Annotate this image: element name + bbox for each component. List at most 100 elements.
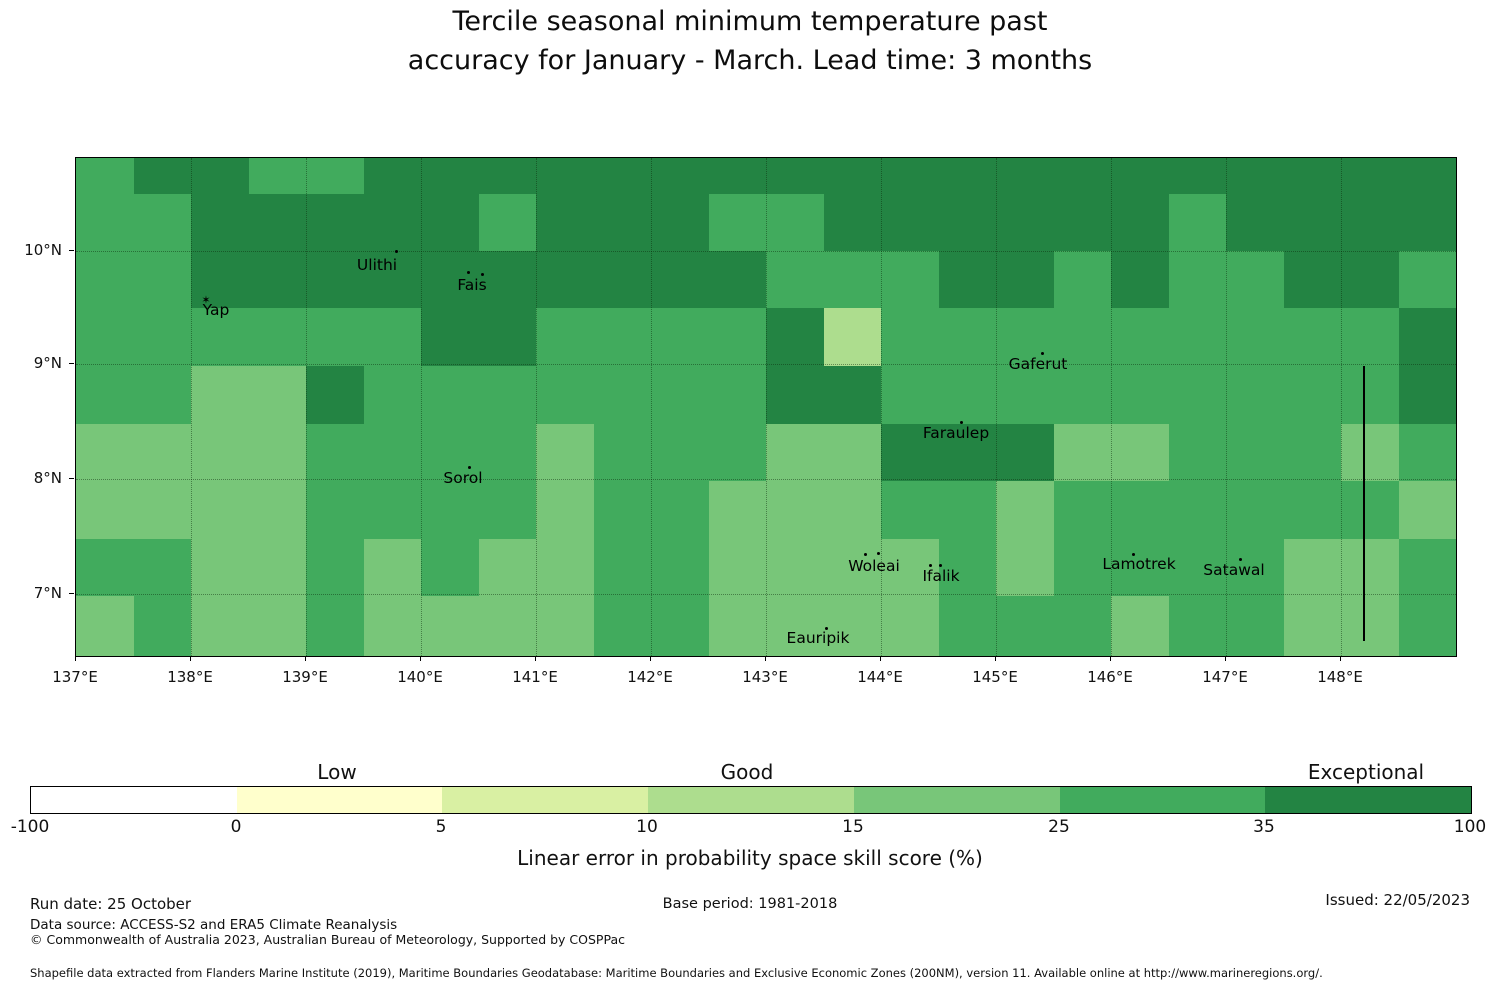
- grid-cell: [1398, 424, 1456, 481]
- grid-cell: [996, 366, 1054, 424]
- colorbar-segment: [853, 787, 1060, 813]
- fais-island-marker-icon: [467, 271, 470, 274]
- grid-cell: [1053, 366, 1111, 424]
- grid-cell: [1053, 308, 1111, 366]
- grid-cell: [996, 424, 1054, 481]
- grid-cell: [1398, 158, 1456, 194]
- parallel-gridline: [76, 251, 1456, 252]
- grid-cell: [191, 366, 249, 424]
- grid-cell: [248, 596, 306, 656]
- x-tick-label: 145°E: [972, 668, 1018, 686]
- grid-cell: [708, 539, 766, 596]
- grid-cell: [191, 194, 249, 251]
- x-tick-mark: [1225, 656, 1226, 661]
- colorbar-segment: [1059, 787, 1266, 813]
- grid-cell: [421, 366, 479, 424]
- meridian-gridline: [191, 158, 192, 656]
- grid-cell: [76, 366, 134, 424]
- grid-cell: [421, 251, 479, 308]
- grid-cell: [766, 539, 824, 596]
- meridian-gridline: [996, 158, 997, 656]
- ifalik-island-marker-icon: [929, 564, 932, 567]
- grid-cell: [823, 596, 881, 656]
- y-tick-mark: [69, 363, 74, 364]
- faraulep-island-marker-icon: [960, 421, 963, 424]
- grid-cell: [593, 251, 651, 308]
- grid-cell: [708, 194, 766, 251]
- grid-cell: [1111, 424, 1169, 481]
- grid-cell: [248, 308, 306, 366]
- grid-cell: [651, 481, 709, 539]
- grid-cell: [1341, 596, 1399, 656]
- grid-cell: [766, 481, 824, 539]
- grid-cell: [1168, 251, 1226, 308]
- island-label-satawal: Satawal: [1203, 561, 1265, 579]
- grid-cell: [881, 251, 939, 308]
- grid-cell: [1226, 481, 1284, 539]
- grid-cell: [1283, 308, 1341, 366]
- x-tick-label: 137°E: [52, 668, 98, 686]
- grid-cell: [1341, 194, 1399, 251]
- grid-cell: [248, 539, 306, 596]
- grid-cell: [593, 366, 651, 424]
- grid-cell: [708, 251, 766, 308]
- grid-cell: [478, 251, 536, 308]
- grid-cell: [593, 424, 651, 481]
- grid-cell: [1341, 251, 1399, 308]
- colorbar-tick-label: 100: [1453, 817, 1487, 837]
- grid-cell: [1341, 539, 1399, 596]
- x-tick-label: 138°E: [167, 668, 213, 686]
- grid-cell: [363, 424, 421, 481]
- grid-cell: [421, 158, 479, 194]
- data-source-text: Data source: ACCESS-S2 and ERA5 Climate …: [30, 917, 398, 933]
- grid-cell: [536, 424, 594, 481]
- grid-cell: [766, 308, 824, 366]
- grid-cell: [938, 158, 996, 194]
- grid-cell: [536, 194, 594, 251]
- grid-cell: [881, 366, 939, 424]
- grid-cell: [191, 251, 249, 308]
- grid-cell: [823, 251, 881, 308]
- island-label-yap: Yap: [202, 301, 230, 319]
- grid-cell: [133, 481, 191, 539]
- x-tick-label: 144°E: [857, 668, 903, 686]
- grid-cell: [1053, 251, 1111, 308]
- grid-cell: [708, 366, 766, 424]
- y-tick-label: 8°N: [33, 469, 62, 487]
- meridian-gridline: [881, 158, 882, 656]
- grid-cell: [996, 308, 1054, 366]
- grid-cell: [1226, 596, 1284, 656]
- grid-cell: [823, 481, 881, 539]
- grid-cell: [1226, 251, 1284, 308]
- y-tick-mark: [69, 593, 74, 594]
- grid-cell: [536, 158, 594, 194]
- grid-cell: [823, 424, 881, 481]
- grid-cell: [1341, 481, 1399, 539]
- grid-cell: [536, 539, 594, 596]
- grid-cell: [248, 251, 306, 308]
- grid-cell: [1398, 596, 1456, 656]
- grid-cell: [133, 366, 191, 424]
- grid-cell: [881, 424, 939, 481]
- island-label-gaferut: Gaferut: [1008, 355, 1068, 373]
- grid-cell: [1283, 158, 1341, 194]
- meridian-gridline: [306, 158, 307, 656]
- parallel-gridline: [76, 594, 1456, 595]
- x-tick-mark: [75, 656, 76, 661]
- meridian-gridline: [651, 158, 652, 656]
- lamotrek-island-marker-icon: [1132, 553, 1135, 556]
- grid-cell: [478, 158, 536, 194]
- grid-cell: [1168, 481, 1226, 539]
- grid-cell: [996, 251, 1054, 308]
- x-tick-label: 142°E: [627, 668, 673, 686]
- grid-cell: [1168, 158, 1226, 194]
- grid-cell: [133, 539, 191, 596]
- grid-cell: [1053, 194, 1111, 251]
- grid-cell: [766, 251, 824, 308]
- x-tick-mark: [650, 656, 651, 661]
- meridian-gridline: [421, 158, 422, 656]
- grid-cell: [1226, 424, 1284, 481]
- grid-cell: [766, 366, 824, 424]
- grid-cell: [536, 366, 594, 424]
- grid-cell: [651, 194, 709, 251]
